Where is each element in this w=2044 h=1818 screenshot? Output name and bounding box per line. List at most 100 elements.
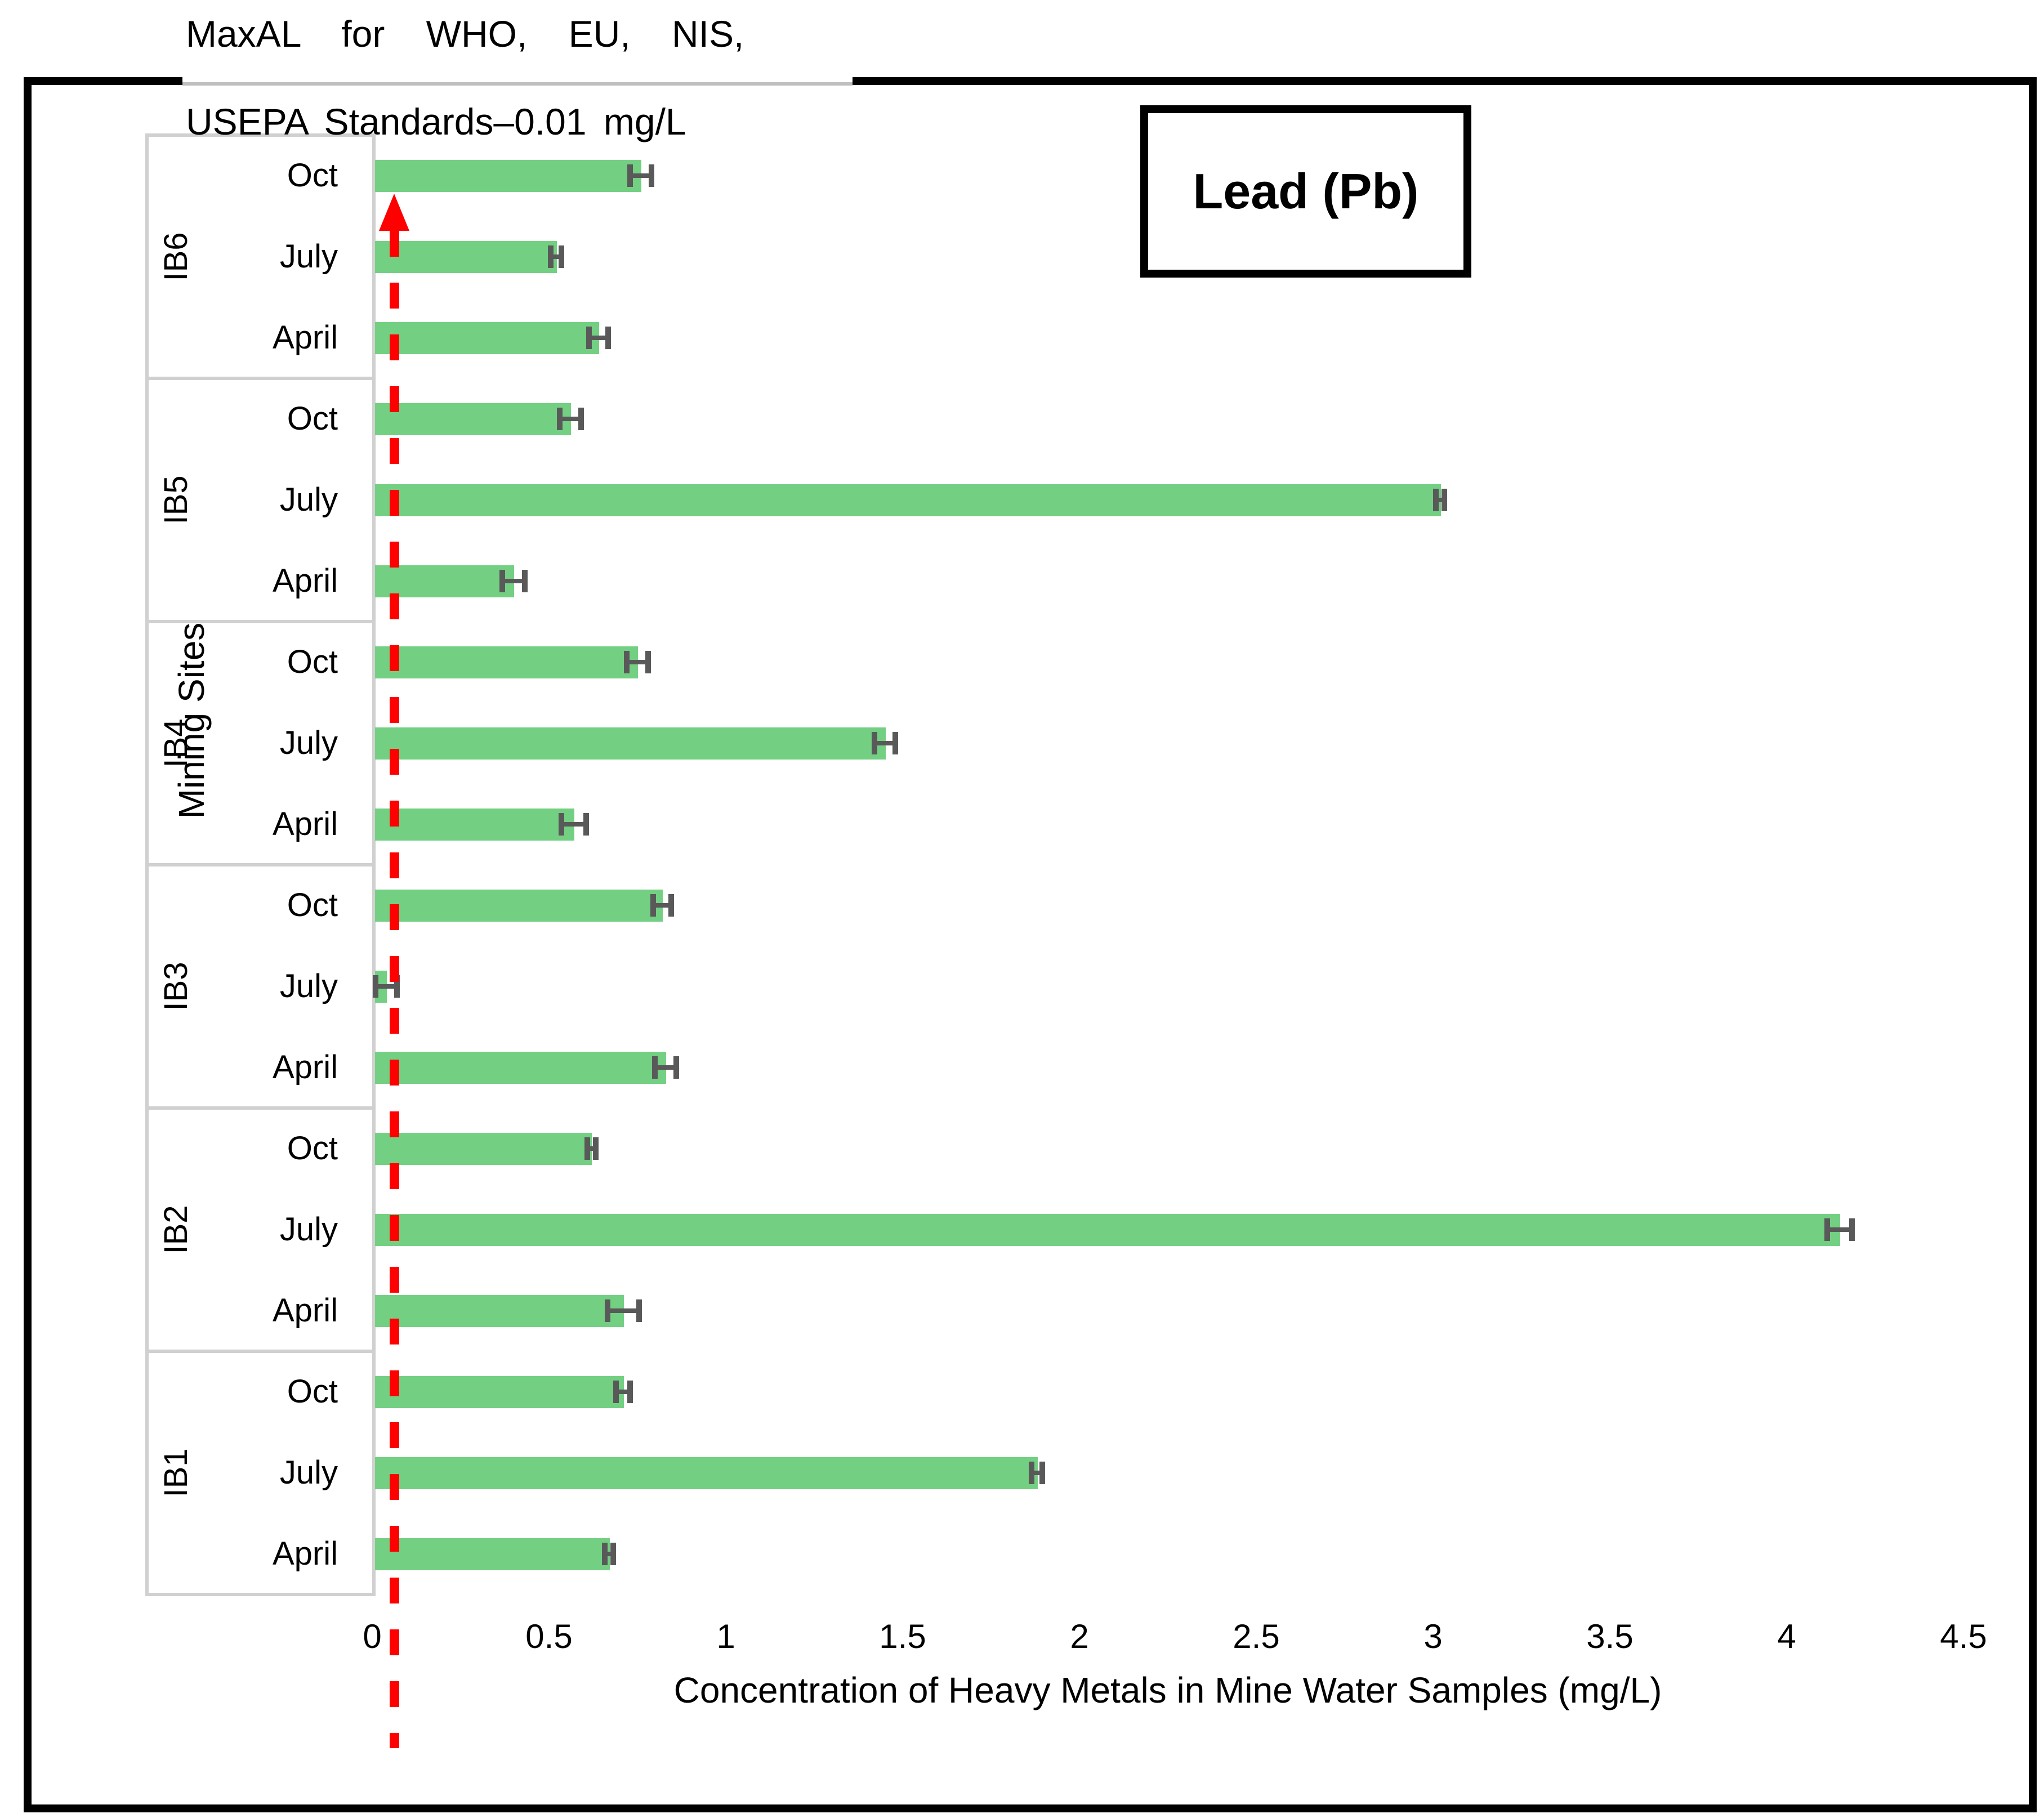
month-label: Oct bbox=[287, 157, 338, 194]
error-bar-connector bbox=[1032, 1471, 1043, 1475]
month-label: Oct bbox=[287, 1130, 338, 1167]
error-bar-cap-left bbox=[1824, 1218, 1831, 1241]
error-bar-cap-right bbox=[636, 1299, 642, 1322]
error-bar-cap-right bbox=[558, 245, 564, 268]
error-bar-connector bbox=[655, 1065, 677, 1070]
error-bar-cap-right bbox=[673, 1056, 680, 1079]
error-bar-connector bbox=[653, 903, 671, 908]
group-separator-line bbox=[145, 133, 376, 137]
error-bar-connector bbox=[874, 741, 896, 745]
group-separator-line bbox=[145, 1593, 376, 1596]
month-label: Oct bbox=[287, 1373, 338, 1410]
error-bar-connector bbox=[559, 417, 581, 421]
bar bbox=[375, 889, 663, 922]
error-bar-connector bbox=[1436, 498, 1445, 502]
x-tick-label: 1 bbox=[716, 1618, 735, 1655]
error-bar-connector bbox=[551, 254, 561, 259]
error-bar-connector bbox=[502, 579, 525, 583]
x-tick-label: 3.5 bbox=[1586, 1618, 1634, 1655]
error-bar-cap-right bbox=[605, 327, 611, 349]
month-label: July bbox=[279, 1211, 338, 1248]
month-label: July bbox=[279, 1454, 338, 1491]
site-group-label: IB6 bbox=[158, 232, 194, 282]
bar bbox=[375, 1132, 592, 1165]
error-bar-connector bbox=[605, 1552, 614, 1556]
error-bar-cap-left bbox=[1433, 489, 1439, 511]
x-tick-label: 0.5 bbox=[525, 1618, 573, 1655]
month-label: April bbox=[272, 806, 338, 842]
error-bar-cap-left bbox=[613, 1381, 619, 1403]
error-bar-connector bbox=[627, 660, 648, 664]
error-bar-cap-left bbox=[624, 651, 630, 673]
error-bar-cap-left bbox=[556, 408, 563, 430]
month-label: April bbox=[272, 1535, 338, 1572]
error-bar-cap-right bbox=[649, 164, 655, 187]
chart-title-box: Lead (Pb) bbox=[1140, 105, 1471, 278]
x-tick-label: 4 bbox=[1777, 1618, 1796, 1655]
error-bar-cap-right bbox=[578, 408, 584, 430]
site-group-label: IB3 bbox=[158, 962, 194, 1011]
month-label: April bbox=[272, 1049, 338, 1086]
month-label: April bbox=[272, 319, 338, 356]
bar bbox=[375, 646, 638, 678]
annotation-textbox-border bbox=[182, 82, 853, 86]
error-bar-cap-left bbox=[558, 813, 564, 836]
chart-title: Lead (Pb) bbox=[1193, 163, 1419, 219]
error-bar-cap-right bbox=[610, 1543, 617, 1565]
site-group-label: IB2 bbox=[158, 1205, 194, 1254]
error-bar-cap-left bbox=[650, 894, 657, 917]
bar bbox=[375, 403, 571, 435]
bar bbox=[375, 1294, 624, 1327]
month-label: July bbox=[279, 968, 338, 1004]
site-group-label: IB4 bbox=[158, 718, 194, 768]
error-bar-connector bbox=[561, 822, 586, 827]
x-tick-label: 3 bbox=[1423, 1618, 1443, 1655]
error-bar-cap-right bbox=[1441, 489, 1448, 511]
error-bar-cap-left bbox=[602, 1543, 608, 1565]
month-label: July bbox=[279, 481, 338, 518]
error-bar-connector bbox=[607, 1308, 640, 1313]
error-bar-cap-left bbox=[373, 975, 379, 998]
x-tick-label: 2 bbox=[1070, 1618, 1089, 1655]
x-tick-label: 1.5 bbox=[879, 1618, 926, 1655]
site-group-label: IB1 bbox=[158, 1448, 194, 1498]
group-separator-line bbox=[145, 620, 376, 623]
month-label: Oct bbox=[287, 887, 338, 923]
x-axis-title: Concentration of Heavy Metals in Mine Wa… bbox=[673, 1670, 1662, 1710]
month-label: Oct bbox=[287, 644, 338, 680]
error-bar-cap-right bbox=[668, 894, 674, 917]
group-separator-line bbox=[145, 377, 376, 380]
maxal-annotation-line2: USEPA Standards–0.01 mg/L bbox=[186, 101, 686, 142]
bar bbox=[375, 808, 574, 841]
error-bar-cap-left bbox=[548, 245, 554, 268]
reference-dashed-line bbox=[390, 231, 399, 1748]
x-tick-label: 2.5 bbox=[1233, 1618, 1280, 1655]
x-tick-label: 0 bbox=[363, 1618, 382, 1655]
error-bar-connector bbox=[1827, 1227, 1853, 1232]
error-bar-cap-left bbox=[584, 1137, 590, 1160]
bar bbox=[375, 240, 557, 273]
month-label: July bbox=[279, 238, 338, 275]
error-bar-cap-right bbox=[645, 651, 651, 673]
maxal-annotation-line1: MaxAL for WHO, EU, NIS, bbox=[186, 13, 744, 55]
error-bar-cap-left bbox=[499, 570, 506, 592]
error-bar-cap-left bbox=[604, 1299, 610, 1322]
error-bar-cap-right bbox=[1039, 1462, 1046, 1484]
error-bar-cap-left bbox=[586, 327, 592, 349]
error-bar-cap-right bbox=[583, 813, 589, 836]
group-separator-line bbox=[145, 863, 376, 866]
error-bar-cap-left bbox=[652, 1056, 658, 1079]
bar bbox=[375, 1213, 1840, 1246]
month-label: April bbox=[272, 1292, 338, 1329]
error-bar-cap-right bbox=[522, 570, 528, 592]
bar bbox=[375, 1375, 624, 1408]
month-label: July bbox=[279, 725, 338, 761]
group-separator-line bbox=[145, 1350, 376, 1353]
site-group-label: IB5 bbox=[158, 475, 194, 525]
bar bbox=[375, 1051, 666, 1084]
bar bbox=[375, 321, 599, 354]
group-separator-line bbox=[145, 1106, 376, 1110]
error-bar-cap-right bbox=[592, 1137, 599, 1160]
month-label: April bbox=[272, 562, 338, 599]
